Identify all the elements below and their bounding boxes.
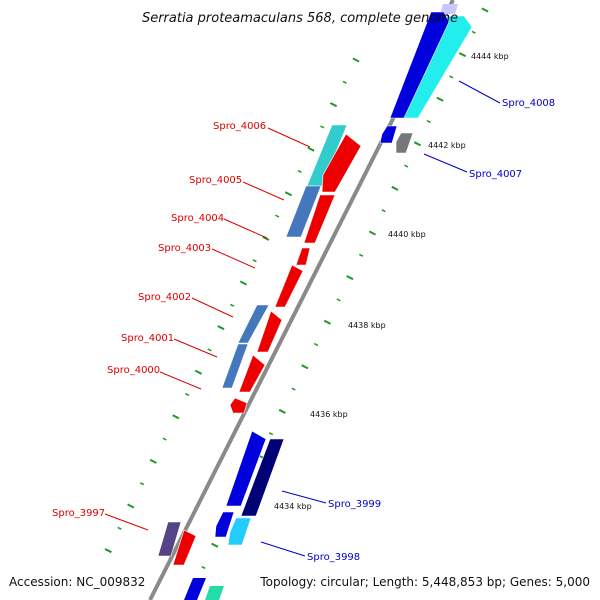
tick-mark [291, 387, 296, 391]
tick-mark [404, 164, 409, 168]
tick-mark [117, 526, 122, 530]
gene-block-spro-3997 [157, 521, 182, 557]
tick-mark [320, 125, 325, 129]
gene-label-spro-4006: Spro_4006 [213, 121, 266, 132]
gene-arrow-spro-4000 [229, 397, 248, 414]
accession-label: Accession: NC_009832 [9, 575, 145, 589]
gene-label-spro-3999: Spro_3999 [328, 499, 381, 510]
tick-mark [162, 437, 167, 441]
gene-arrow-spro-4004 [295, 247, 311, 266]
gene-arrow-spro-3998a [214, 511, 235, 538]
tick-mark [449, 75, 454, 79]
label-leaders [104, 80, 501, 557]
tick-label: 4442 kbp [428, 141, 466, 150]
gene-label-spro-4002: Spro_4002 [138, 292, 191, 303]
gene-arrow-spro-4006 [321, 133, 362, 193]
tick-mark [481, 7, 489, 13]
gene-arrow-spro-3997 [172, 529, 197, 566]
tick-mark [368, 230, 376, 236]
tick-mark [391, 185, 399, 191]
gene-arrow-bottom-blue [184, 578, 206, 600]
tick-mark [471, 30, 476, 34]
gene-label-spro-4000: Spro_4000 [107, 365, 160, 376]
tick-mark [278, 408, 286, 414]
gene-label-spro-4008: Spro_4008 [502, 98, 555, 109]
gene-arrow-spro-4007b [395, 132, 414, 154]
tick-mark [139, 482, 145, 486]
tick-mark [413, 141, 422, 147]
tick-mark [358, 253, 364, 257]
tick-mark [104, 548, 112, 554]
tick-mark [426, 119, 431, 124]
gene-block-lavender [440, 4, 458, 14]
tick-mark [346, 275, 354, 281]
gene-arrow-bottom-teal [205, 586, 224, 600]
tick-mark [284, 191, 293, 197]
tick-mark [211, 542, 219, 548]
tick-mark [172, 414, 180, 420]
gene-block-spro-4006 [306, 124, 348, 187]
gene-label-spro-4003: Spro_4003 [158, 243, 211, 254]
tick-mark [329, 102, 338, 108]
tick-mark [239, 280, 247, 286]
tick-label: 4438 kbp [348, 321, 386, 330]
tick-mark [217, 325, 225, 331]
gene-label-spro-4007: Spro_4007 [469, 169, 522, 180]
gene-label-spro-3997: Spro_3997 [52, 508, 105, 519]
tick-mark [275, 214, 280, 218]
tick-mark [342, 80, 347, 84]
gene-arrow-spro-4002 [256, 310, 283, 353]
tick-label: 4440 kbp [388, 230, 426, 239]
tick-mark [436, 96, 444, 102]
tick-mark [307, 146, 315, 152]
tick-mark [229, 303, 235, 307]
tick-mark [301, 364, 309, 370]
tick-label: 4444 kbp [471, 52, 509, 61]
gene-labels: Spro_4008 Spro_4007 Spro_4006 Spro_4005 … [52, 98, 555, 563]
tick-mark [313, 342, 319, 347]
map-title: Serratia proteamaculans 568, complete ge… [142, 11, 458, 26]
gene-arrow-spro-3999a [225, 430, 267, 507]
tick-mark [149, 458, 157, 464]
gene-arrow-spro-4001 [238, 354, 266, 393]
tick-mark [268, 432, 274, 436]
tick-label: 4436 kbp [310, 410, 348, 419]
tick-mark [127, 503, 135, 509]
tick-mark [381, 209, 386, 213]
tick-mark [297, 169, 302, 174]
tick-label: 4434 kbp [274, 502, 312, 511]
gene-label-spro-4004: Spro_4004 [171, 213, 224, 224]
tick-mark [262, 235, 270, 241]
gene-label-spro-3998: Spro_3998 [307, 552, 360, 563]
gene-block-spro-4001 [221, 343, 249, 389]
gene-arrow-spro-4005 [303, 194, 336, 244]
gene-arrow-spro-4008 [389, 11, 450, 119]
gene-arrow-spro-3998b [227, 517, 252, 546]
tick-mark [458, 52, 467, 58]
tick-mark [252, 259, 257, 263]
gene-label-spro-4005: Spro_4005 [189, 175, 242, 186]
gene-arrow-spro-4007a [379, 125, 398, 144]
gene-arrow-spro-4003 [274, 264, 304, 308]
gene-block-spro-4005 [285, 185, 322, 238]
tick-mark [352, 57, 360, 63]
topology-label: Topology: circular; Length: 5,448,853 bp… [259, 575, 590, 589]
gene-features [148, 0, 473, 600]
tick-mark [201, 565, 206, 570]
gene-label-spro-4001: Spro_4001 [121, 333, 174, 344]
tick-mark [207, 348, 212, 352]
gene-block-spro-4002 [237, 304, 270, 344]
tick-mark [194, 369, 202, 375]
tick-mark [323, 319, 331, 325]
tick-mark [336, 298, 341, 302]
tick-labels: 4444 kbp 4442 kbp 4440 kbp 4438 kbp 4436… [274, 52, 509, 511]
tick-mark [184, 392, 190, 397]
gene-arrow-spro-3999b [240, 438, 285, 517]
